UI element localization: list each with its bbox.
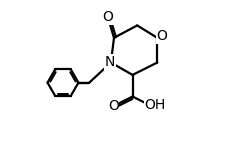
Text: O: O <box>102 10 113 24</box>
Text: O: O <box>156 29 167 43</box>
Text: N: N <box>104 55 115 69</box>
Text: O: O <box>107 99 118 113</box>
Text: OH: OH <box>144 98 165 112</box>
